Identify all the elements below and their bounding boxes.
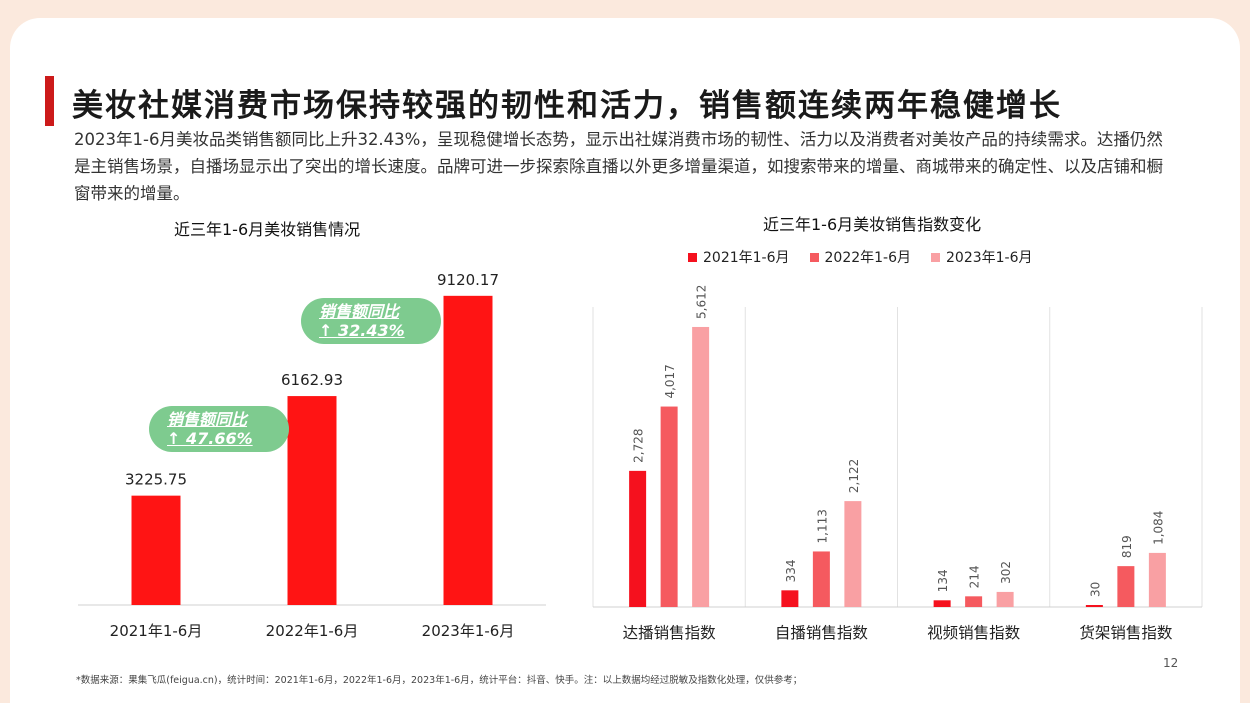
- chart2-bar: [1085, 605, 1103, 607]
- legend-swatch-2023: [931, 252, 940, 262]
- chart1-category-label: 2022年1-6月: [266, 622, 359, 640]
- chart2-data-label: 2,728: [632, 429, 646, 463]
- chart2-category-label: 达播销售指数: [623, 624, 717, 642]
- chart1-category-label: 2023年1-6月: [422, 622, 515, 640]
- chart1-title: 近三年1-6月美妆销售情况: [174, 220, 361, 239]
- page-title: 美妆社媒消费市场保持较强的韧性和活力，销售额连续两年稳健增长: [72, 88, 1062, 124]
- slide-card: [10, 18, 1240, 703]
- chart1-bar: [131, 495, 181, 605]
- chart2-data-label: 334: [784, 559, 798, 582]
- chart2-data-label: 214: [968, 565, 982, 588]
- legend-label-2023: 2023年1-6月: [946, 250, 1033, 266]
- chart2-bar: [1148, 552, 1166, 607]
- legend-item-2023: 2023年1-6月: [931, 247, 1033, 267]
- chart2-legend: 2021年1-6月 2022年1-6月 2023年1-6月: [688, 247, 1033, 267]
- chart2-data-label: 302: [999, 561, 1013, 584]
- chart2-data-label: 134: [936, 569, 950, 592]
- description: 2023年1-6月美妆品类销售额同比上升32.43%，呈现稳健增长态势，显示出社…: [74, 130, 1163, 203]
- chart2-bar: [965, 596, 983, 607]
- chart1-category-label: 2021年1-6月: [110, 622, 203, 640]
- chart2-bar: [812, 551, 830, 607]
- chart2-title: 近三年1-6月美妆销售指数变化: [763, 215, 982, 234]
- yoy-badge-2022: 销售额同比 ↑ 47.66%: [149, 406, 289, 452]
- chart2-data-label: 1,113: [815, 509, 829, 543]
- legend-swatch-2021: [688, 252, 697, 262]
- chart1-data-label: 9120.17: [437, 271, 499, 289]
- chart2-bar: [996, 591, 1014, 607]
- chart1-data-label: 3225.75: [125, 471, 187, 489]
- footnote: *数据来源：果集飞瓜(feigua.cn)，统计时间：2021年1-6月，202…: [76, 675, 803, 686]
- chart2-category-label: 自播销售指数: [775, 624, 869, 642]
- title-accent-bar: [45, 76, 54, 126]
- legend-swatch-2022: [809, 252, 819, 262]
- chart1-bar: [443, 295, 493, 605]
- chart2-category-label: 视频销售指数: [927, 624, 1021, 642]
- chart2-bar: [629, 470, 647, 607]
- yoy-badge-2022-line2: ↑ 47.66%: [167, 429, 253, 448]
- chart2-data-label: 5,612: [695, 285, 709, 319]
- yoy-badge-2023: 销售额同比 ↑ 32.43%: [301, 298, 441, 344]
- chart2-category-label: 货架销售指数: [1079, 624, 1173, 642]
- chart2-bar: [1117, 566, 1135, 607]
- yoy-badge-2023-line1: 销售额同比: [319, 302, 400, 321]
- chart2-data-label: 2,122: [847, 459, 861, 493]
- chart2-bar: [933, 600, 951, 607]
- yoy-badge-2022-line1: 销售额同比: [167, 410, 248, 429]
- chart2-bar: [660, 406, 678, 607]
- chart2-bar: [844, 501, 862, 607]
- chart1-bar: [287, 396, 337, 605]
- chart2-data-label: 4,017: [663, 364, 677, 398]
- legend-label-2022: 2022年1-6月: [824, 250, 912, 266]
- yoy-badge-2023-line2: ↑ 32.43%: [319, 321, 405, 340]
- chart1-data-label: 6162.93: [281, 371, 343, 389]
- chart2-data-label: 819: [1120, 535, 1134, 558]
- chart2-data-label: 30: [1088, 582, 1102, 597]
- chart2-bar: [692, 326, 710, 607]
- chart2-data-label: 1,084: [1151, 511, 1165, 545]
- legend-label-2021: 2021年1-6月: [703, 250, 790, 266]
- chart2-bar: [781, 590, 799, 607]
- legend-item-2021: 2021年1-6月: [688, 247, 790, 267]
- legend-item-2022: 2022年1-6月: [809, 247, 912, 267]
- page-number: 12: [1163, 656, 1179, 670]
